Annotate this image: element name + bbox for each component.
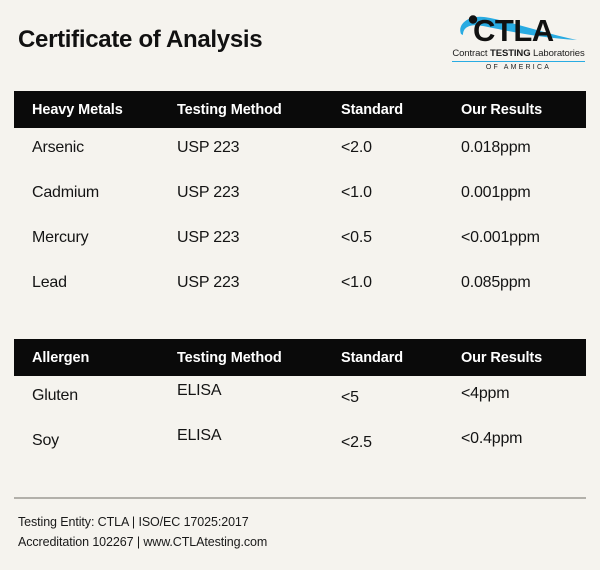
column-header-standard: Standard (341, 102, 404, 118)
cell-standard: <2.0 (341, 139, 372, 156)
ctla-logo: CTLA Contract TESTING Laboratories OF AM… (451, 12, 586, 74)
allergen-table: Allergen Testing Method Standard Our Res… (14, 339, 586, 466)
table-row: Soy ELISA <2.5 <0.4ppm (14, 421, 586, 466)
ctla-logo-country: OF AMERICA (485, 64, 552, 71)
cell-analyte: Mercury (32, 229, 89, 246)
logo-underline (452, 61, 585, 62)
svg-text:CTLA: CTLA (473, 13, 554, 46)
cell-our-results: <0.4ppm (461, 430, 523, 447)
table-row: Cadmium USP 223 <1.0 0.001ppm (14, 173, 586, 218)
cell-our-results: <4ppm (461, 385, 510, 402)
cell-testing-method: USP 223 (177, 274, 240, 291)
cell-allergen: Gluten (32, 387, 78, 404)
cell-standard: <1.0 (341, 184, 372, 201)
page-header: Certificate of Analysis CTLA Contract TE… (0, 0, 600, 86)
tagline-emphasis: TESTING (490, 48, 531, 59)
cell-our-results: 0.085ppm (461, 274, 531, 291)
allergen-table-header-row: Allergen Testing Method Standard Our Res… (14, 339, 586, 376)
heavy-metals-table-body: Arsenic USP 223 <2.0 0.018ppm Cadmium US… (14, 128, 586, 308)
column-header-our-results: Our Results (461, 350, 543, 366)
heavy-metals-table-header-row: Heavy Metals Testing Method Standard Our… (14, 91, 586, 128)
cell-testing-method: USP 223 (177, 139, 240, 156)
footer-accreditation: Accreditation 102267 | www.CTLAtesting.c… (18, 535, 268, 549)
allergen-table-body: Gluten ELISA <5 <4ppm Soy ELISA <2.5 <0.… (14, 376, 586, 466)
cell-allergen: Soy (32, 432, 59, 449)
table-row: Arsenic USP 223 <2.0 0.018ppm (14, 128, 586, 173)
ctla-logo-tagline: Contract TESTING Laboratories (451, 48, 586, 59)
cell-analyte: Cadmium (32, 184, 100, 201)
column-header-testing-method: Testing Method (177, 350, 282, 366)
column-header-testing-method: Testing Method (177, 102, 282, 118)
tagline-suffix: Laboratories (530, 48, 585, 59)
cell-our-results: 0.001ppm (461, 184, 531, 201)
heavy-metals-table: Heavy Metals Testing Method Standard Our… (14, 91, 586, 308)
page-title: Certificate of Analysis (18, 26, 263, 53)
cell-our-results: <0.001ppm (461, 229, 540, 246)
column-header-analyte: Heavy Metals (32, 102, 123, 118)
cell-testing-method: USP 223 (177, 229, 240, 246)
footer-divider (14, 497, 586, 499)
table-row: Lead USP 223 <1.0 0.085ppm (14, 263, 586, 308)
cell-analyte: Lead (32, 274, 67, 291)
column-header-allergen: Allergen (32, 350, 90, 366)
cell-testing-method: ELISA (177, 382, 222, 399)
cell-standard: <5 (341, 389, 359, 406)
ctla-logo-mark: CTLA (451, 12, 586, 46)
cell-testing-method: USP 223 (177, 184, 240, 201)
cell-standard: <0.5 (341, 229, 372, 246)
tagline-prefix: Contract (452, 48, 491, 59)
footer-testing-entity: Testing Entity: CTLA | ISO/EC 17025:2017 (18, 515, 249, 529)
cell-our-results: 0.018ppm (461, 139, 531, 156)
cell-standard: <2.5 (341, 434, 372, 451)
cell-standard: <1.0 (341, 274, 372, 291)
page-footer: Testing Entity: CTLA | ISO/EC 17025:2017… (18, 512, 578, 552)
table-row: Gluten ELISA <5 <4ppm (14, 376, 586, 421)
column-header-standard: Standard (341, 350, 404, 366)
cell-testing-method: ELISA (177, 427, 222, 444)
cell-analyte: Arsenic (32, 139, 84, 156)
table-row: Mercury USP 223 <0.5 <0.001ppm (14, 218, 586, 263)
column-header-our-results: Our Results (461, 102, 543, 118)
